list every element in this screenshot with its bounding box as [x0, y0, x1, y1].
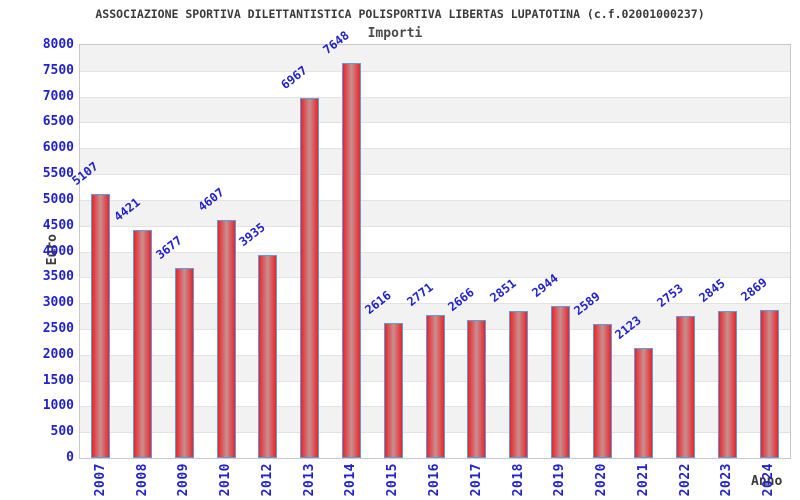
y-tick-label: 2500	[42, 320, 74, 336]
gridline	[80, 148, 790, 150]
plot-band	[80, 96, 790, 123]
plot-band	[80, 45, 790, 71]
bar	[426, 315, 445, 458]
x-tick-label: 2015	[385, 463, 400, 497]
y-tick-label: 6500	[42, 114, 74, 130]
x-axis-label: Anno	[751, 474, 783, 489]
plot-band	[80, 70, 790, 97]
bar	[551, 306, 570, 458]
y-tick-label: 0	[66, 450, 74, 465]
y-tick-label: 4500	[42, 217, 74, 233]
x-tick-label: 2024	[761, 463, 776, 497]
y-tick-label: 2000	[42, 346, 74, 362]
bar	[509, 311, 528, 458]
y-tick-label: 4000	[42, 243, 74, 259]
y-tick-label: 1500	[42, 372, 74, 388]
plot-band	[80, 251, 790, 278]
plot-band	[80, 148, 790, 175]
gridline	[80, 70, 790, 72]
gridline	[80, 251, 790, 253]
gridline	[80, 277, 790, 279]
y-tick-label: 500	[50, 424, 74, 440]
x-tick-label: 2013	[302, 463, 317, 497]
y-tick-label: 1000	[42, 398, 74, 414]
plot-band	[80, 122, 790, 149]
x-tick-label: 2017	[469, 463, 484, 497]
y-tick-label: 6000	[42, 140, 74, 156]
gridline	[80, 225, 790, 227]
x-tick-label: 2010	[218, 463, 233, 497]
y-tick-label: 8000	[42, 37, 74, 52]
bar	[676, 316, 695, 458]
bar	[718, 311, 737, 458]
gridline	[80, 174, 790, 176]
plot-band	[80, 225, 790, 252]
y-tick-label: 3500	[42, 269, 74, 285]
x-tick-label: 2014	[343, 463, 358, 497]
x-tick-label: 2007	[93, 463, 108, 497]
y-tick-label: 7500	[42, 62, 74, 78]
x-tick-label: 2021	[636, 463, 651, 497]
plot-band	[80, 199, 790, 226]
plot-band	[80, 277, 790, 304]
bar	[634, 348, 653, 458]
gridline	[80, 199, 790, 201]
chart-title: ASSOCIAZIONE SPORTIVA DILETTANTISTICA PO…	[95, 7, 705, 21]
bar	[467, 320, 486, 458]
plot-band	[80, 174, 790, 200]
gridline	[80, 96, 790, 98]
x-tick-label: 2018	[511, 463, 526, 497]
chart-subtitle: Importi	[367, 26, 423, 41]
bar	[593, 324, 612, 458]
gridline	[80, 122, 790, 124]
y-tick-label: 5000	[42, 191, 74, 207]
bar	[300, 98, 319, 458]
x-tick-label: 2008	[135, 463, 150, 497]
bar	[175, 268, 194, 458]
gridline	[80, 303, 790, 305]
bar	[258, 255, 277, 458]
x-tick-label: 2020	[594, 463, 609, 497]
bar	[217, 220, 236, 458]
bar	[384, 323, 403, 458]
y-tick-label: 5500	[42, 166, 74, 182]
x-tick-label: 2009	[176, 463, 191, 497]
y-tick-label: 7000	[42, 88, 74, 104]
bar	[91, 194, 110, 458]
x-tick-label: 2019	[552, 463, 567, 497]
bar	[133, 230, 152, 458]
x-tick-label: 2023	[719, 463, 734, 497]
bar	[342, 63, 361, 458]
y-tick-label: 3000	[42, 295, 74, 311]
bar	[760, 310, 779, 458]
x-tick-label: 2022	[678, 463, 693, 497]
x-tick-label: 2012	[260, 463, 275, 497]
x-tick-label: 2016	[427, 463, 442, 497]
